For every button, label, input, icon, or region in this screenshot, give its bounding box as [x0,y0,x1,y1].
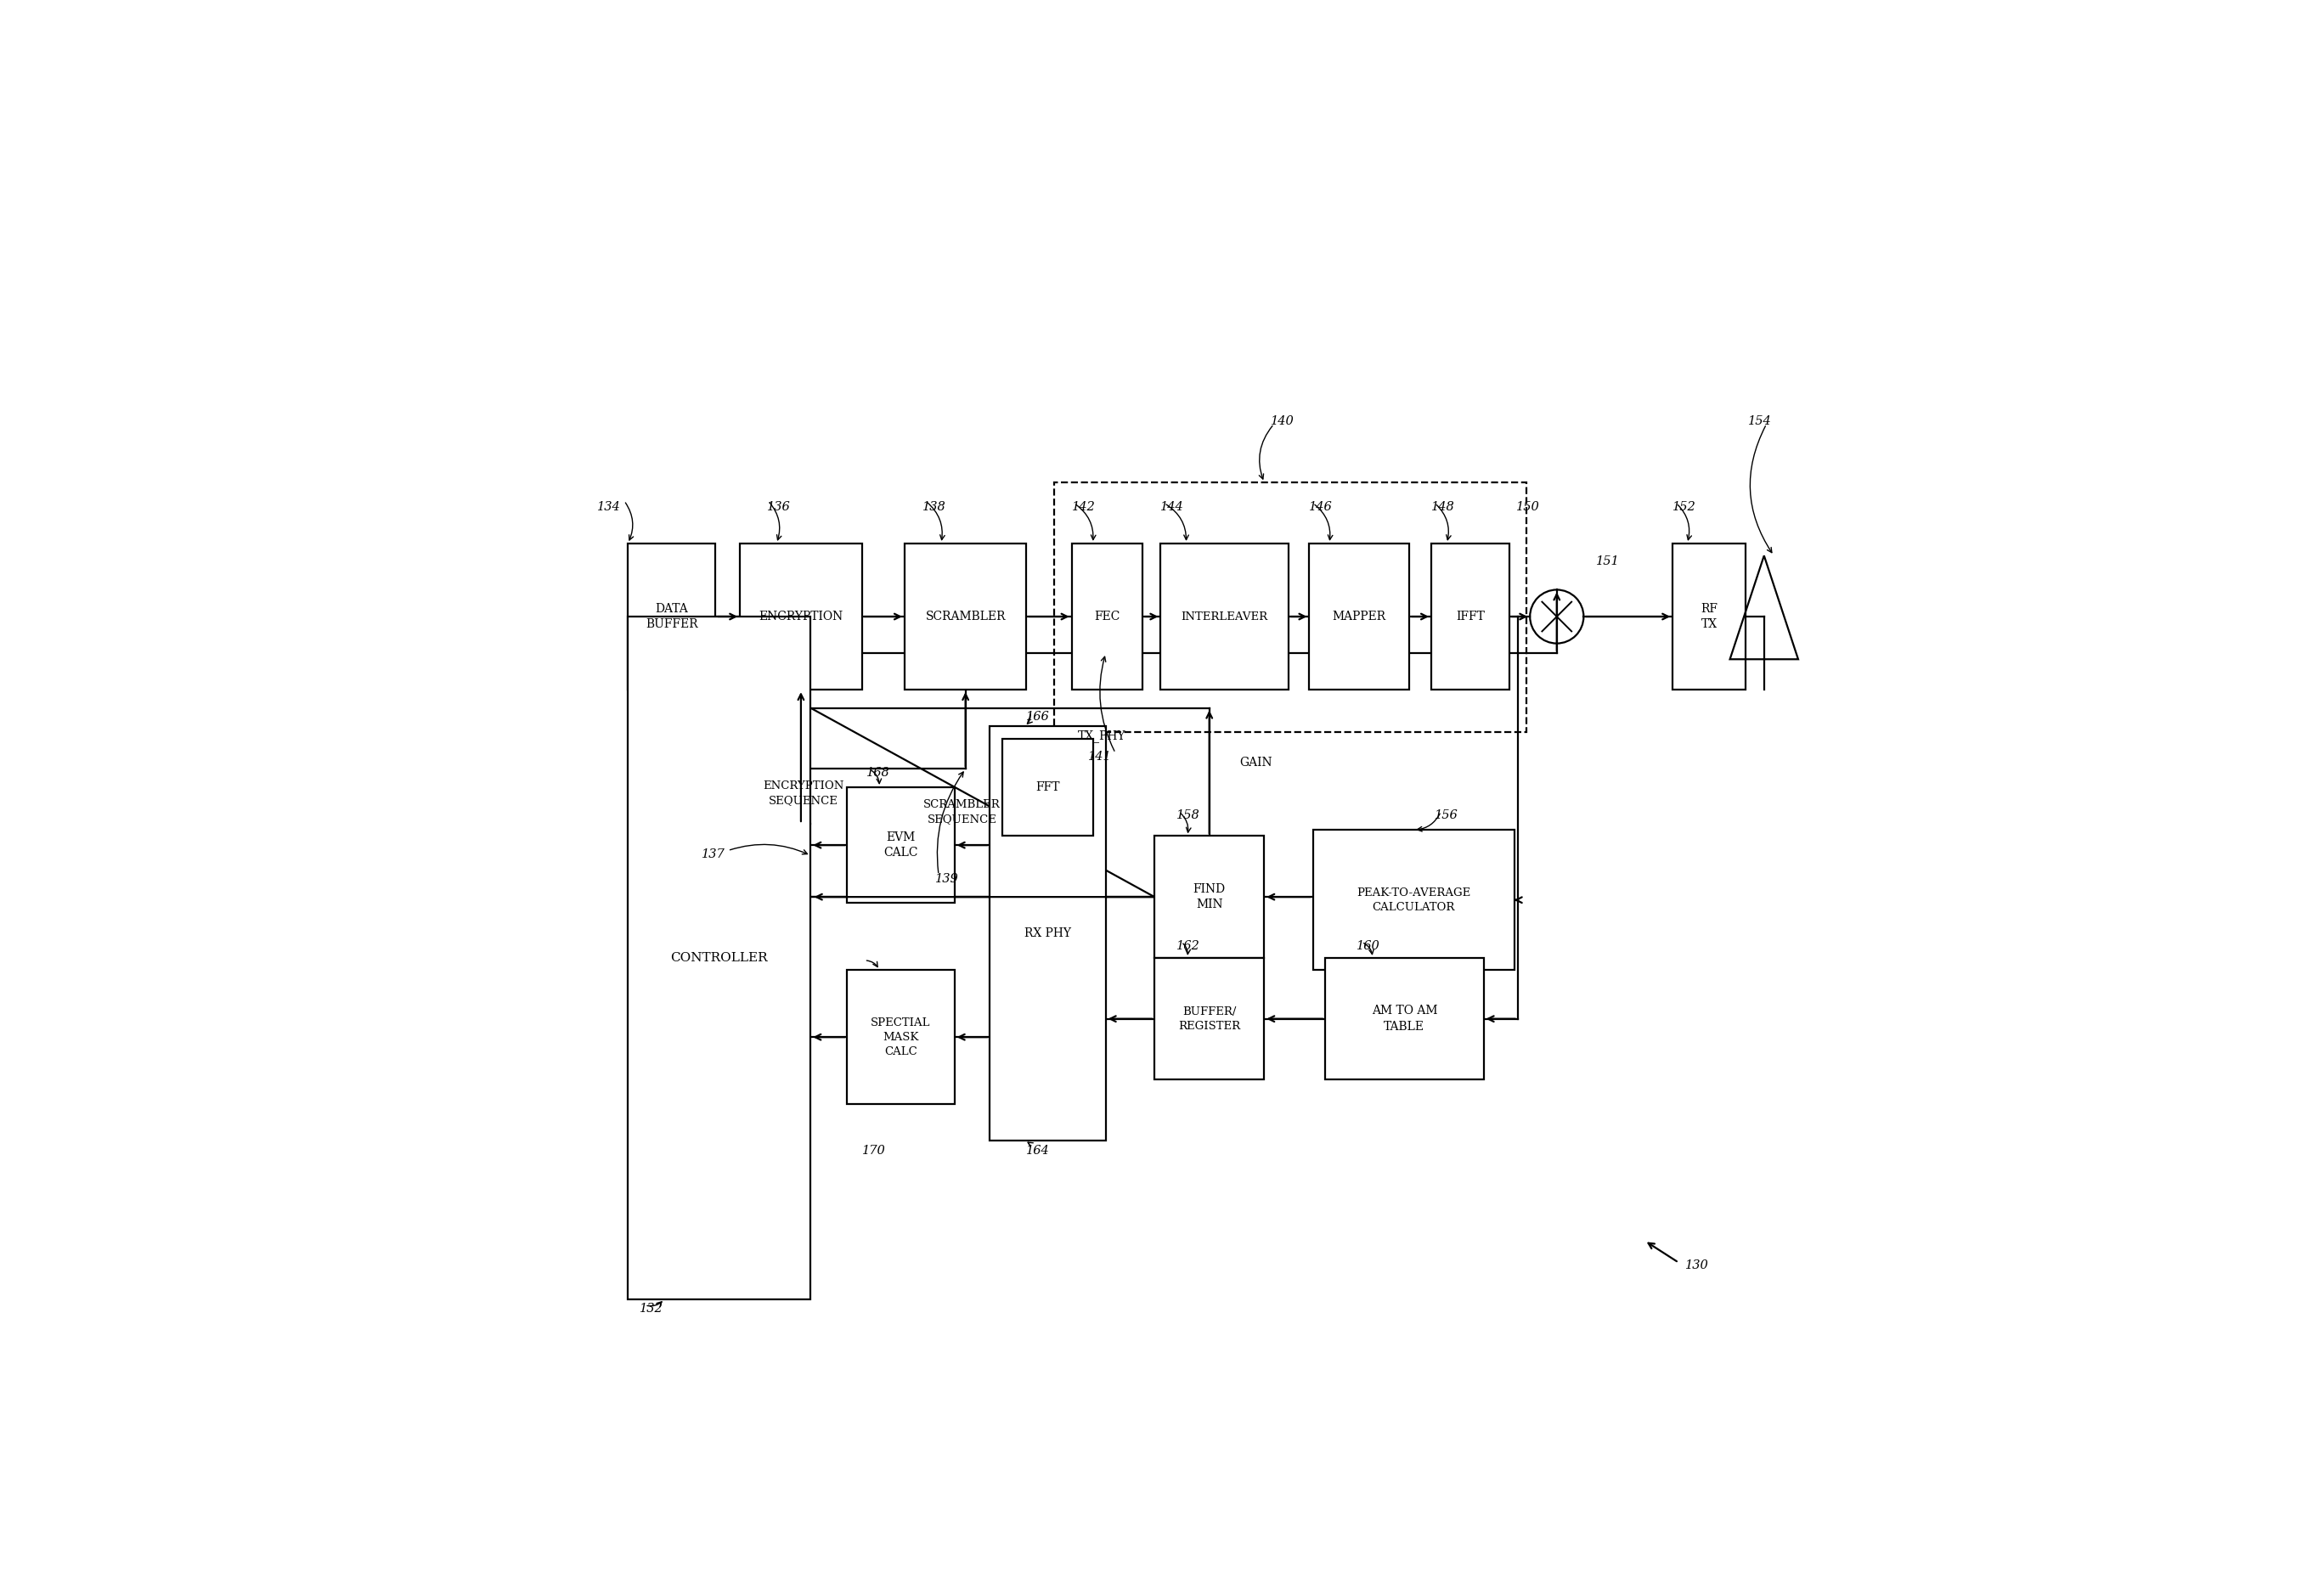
Text: 138: 138 [923,500,946,513]
Text: 136: 136 [767,500,790,513]
Text: SCRAMBLER: SCRAMBLER [925,611,1006,622]
FancyBboxPatch shape [1071,543,1143,690]
Text: INTERLEAVER: INTERLEAVER [1181,611,1269,622]
FancyBboxPatch shape [1308,543,1408,690]
Text: 148: 148 [1432,500,1455,513]
Text: DATA
BUFFER: DATA BUFFER [646,603,697,630]
Text: 156: 156 [1434,809,1459,822]
Text: 166: 166 [1027,711,1050,722]
Text: 150: 150 [1515,500,1541,513]
Text: GAIN: GAIN [1239,757,1274,769]
Text: 152: 152 [1673,500,1697,513]
FancyBboxPatch shape [1160,543,1287,690]
FancyBboxPatch shape [1155,958,1264,1080]
Text: RX PHY: RX PHY [1025,928,1071,939]
Text: 134: 134 [597,500,621,513]
Text: AM TO AM
TABLE: AM TO AM TABLE [1371,1005,1436,1032]
Text: 146: 146 [1308,500,1334,513]
FancyBboxPatch shape [1325,958,1483,1080]
Text: 168: 168 [867,766,890,779]
FancyBboxPatch shape [990,727,1106,1141]
Text: FEC: FEC [1095,611,1120,622]
FancyBboxPatch shape [739,543,862,690]
Text: FFT: FFT [1037,782,1060,793]
FancyBboxPatch shape [627,616,811,1300]
Text: ENCRYPTION: ENCRYPTION [758,611,844,622]
Text: RF
TX: RF TX [1701,603,1717,630]
Text: BUFFER/
REGISTER: BUFFER/ REGISTER [1178,1007,1241,1032]
Text: 137: 137 [702,848,725,860]
Text: 141: 141 [1088,750,1111,763]
Text: MAPPER: MAPPER [1332,611,1385,622]
FancyBboxPatch shape [1673,543,1745,690]
Text: 154: 154 [1748,416,1771,427]
FancyBboxPatch shape [627,543,716,690]
Text: CONTROLLER: CONTROLLER [672,951,767,964]
Text: 151: 151 [1597,556,1620,568]
Text: SCRAMBLER
SEQUENCE: SCRAMBLER SEQUENCE [923,799,999,825]
Text: 132: 132 [639,1303,665,1315]
Text: 130: 130 [1685,1258,1708,1271]
Text: 162: 162 [1176,940,1199,951]
Text: ENCRYPTION
SEQUENCE: ENCRYPTION SEQUENCE [762,780,844,806]
Text: 144: 144 [1160,500,1185,513]
Text: 160: 160 [1357,940,1380,951]
Text: PEAK-TO-AVERAGE
CALCULATOR: PEAK-TO-AVERAGE CALCULATOR [1357,886,1471,913]
Text: 158: 158 [1176,809,1199,822]
Text: SPECTIAL
MASK
CALC: SPECTIAL MASK CALC [872,1018,932,1057]
Text: 139: 139 [934,872,957,885]
Text: IFFT: IFFT [1455,611,1485,622]
Text: TX_PHY: TX_PHY [1078,730,1125,742]
FancyBboxPatch shape [848,787,955,902]
FancyBboxPatch shape [848,970,955,1105]
Text: 142: 142 [1071,500,1095,513]
FancyBboxPatch shape [1002,738,1095,836]
FancyBboxPatch shape [1313,829,1515,970]
Text: EVM
CALC: EVM CALC [883,831,918,860]
FancyBboxPatch shape [904,543,1027,690]
Text: FIND
MIN: FIND MIN [1192,883,1225,910]
Text: 140: 140 [1271,416,1294,427]
FancyBboxPatch shape [1432,543,1508,690]
Text: 170: 170 [862,1145,885,1157]
FancyBboxPatch shape [1155,836,1264,958]
Text: 164: 164 [1027,1145,1050,1157]
